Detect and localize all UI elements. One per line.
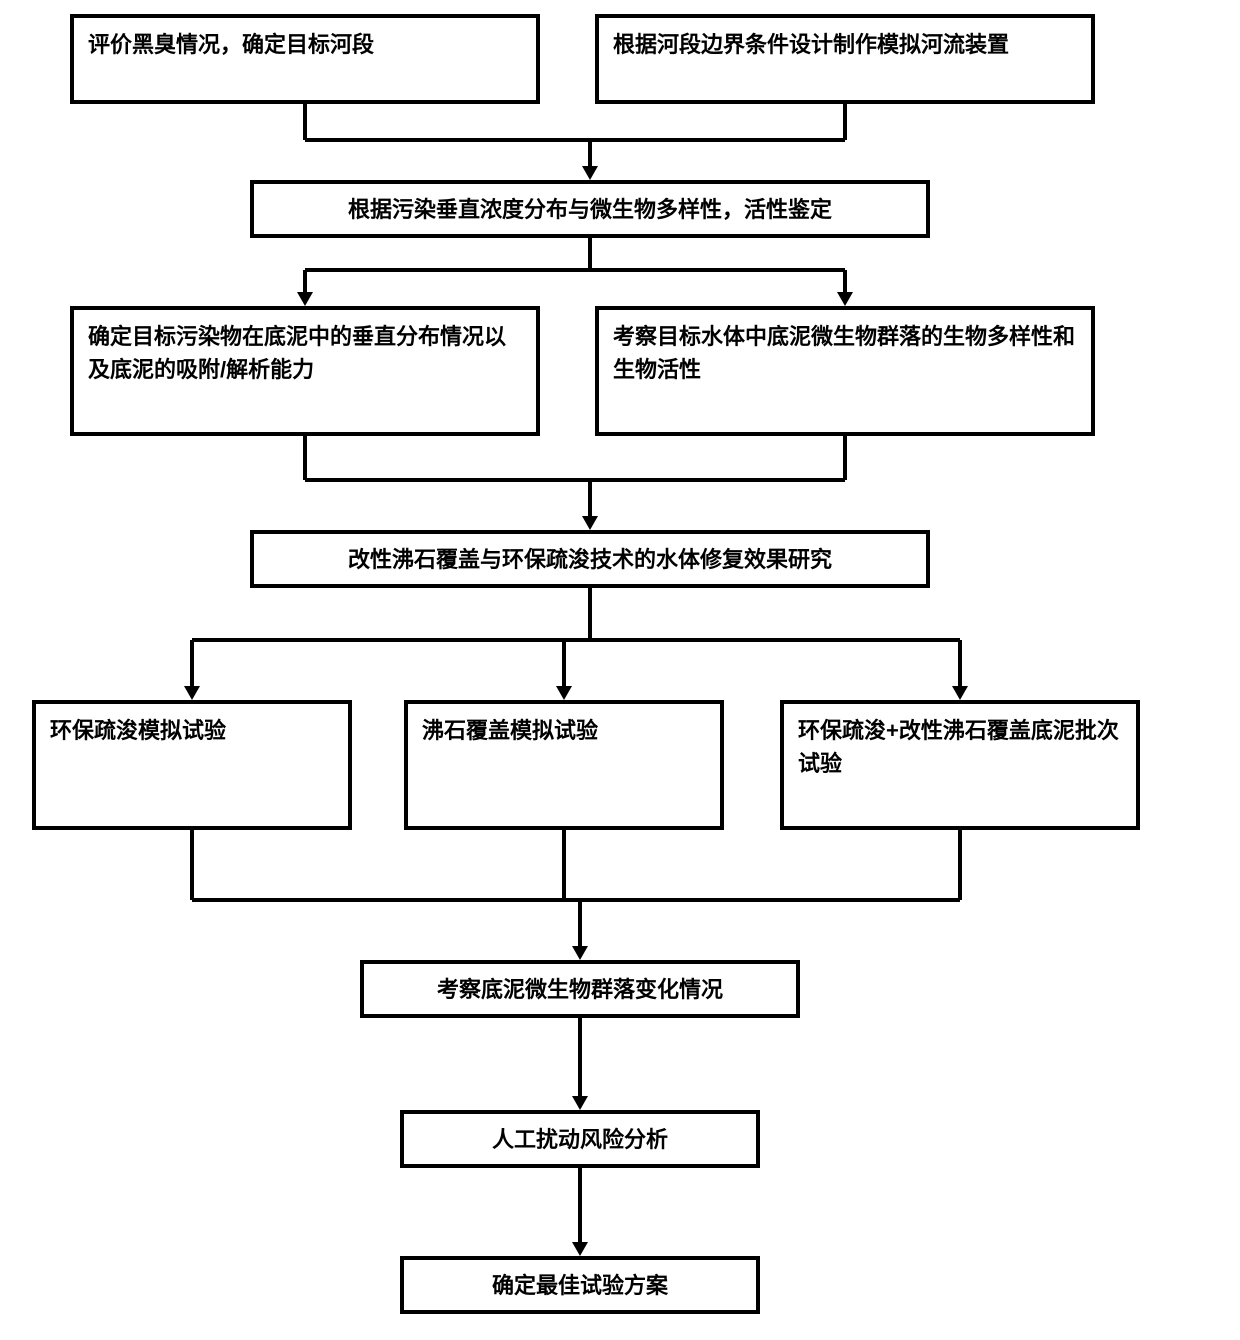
- node-best-scheme: 确定最佳试验方案: [400, 1256, 760, 1314]
- node-pollution-distribution: 根据污染垂直浓度分布与微生物多样性，活性鉴定: [250, 180, 930, 238]
- node-evaluate-black-odor: 评价黑臭情况，确定目标河段: [70, 14, 540, 104]
- node-label: 环保疏浚+改性沸石覆盖底泥批次试验: [798, 714, 1122, 780]
- node-dredging-simulation: 环保疏浚模拟试验: [32, 700, 352, 830]
- node-label: 确定目标污染物在底泥中的垂直分布情况以及底泥的吸附/解析能力: [88, 320, 522, 386]
- node-microbial-change: 考察底泥微生物群落变化情况: [360, 960, 800, 1018]
- node-label: 考察目标水体中底泥微生物群落的生物多样性和生物活性: [613, 320, 1077, 386]
- node-zeolite-dredging-study: 改性沸石覆盖与环保疏浚技术的水体修复效果研究: [250, 530, 930, 588]
- node-label: 沸石覆盖模拟试验: [422, 714, 598, 747]
- node-label: 人工扰动风险分析: [492, 1123, 668, 1156]
- node-label: 确定最佳试验方案: [492, 1269, 668, 1302]
- node-design-simulation-device: 根据河段边界条件设计制作模拟河流装置: [595, 14, 1095, 104]
- node-label: 根据河段边界条件设计制作模拟河流装置: [613, 28, 1009, 61]
- node-label: 考察底泥微生物群落变化情况: [437, 973, 723, 1006]
- node-combined-batch-test: 环保疏浚+改性沸石覆盖底泥批次试验: [780, 700, 1140, 830]
- node-label: 根据污染垂直浓度分布与微生物多样性，活性鉴定: [348, 193, 832, 226]
- node-label: 改性沸石覆盖与环保疏浚技术的水体修复效果研究: [348, 543, 832, 576]
- node-label: 环保疏浚模拟试验: [50, 714, 226, 747]
- node-label: 评价黑臭情况，确定目标河段: [88, 28, 374, 61]
- node-disturbance-risk: 人工扰动风险分析: [400, 1110, 760, 1168]
- node-target-pollutant-distribution: 确定目标污染物在底泥中的垂直分布情况以及底泥的吸附/解析能力: [70, 306, 540, 436]
- node-microbial-diversity: 考察目标水体中底泥微生物群落的生物多样性和生物活性: [595, 306, 1095, 436]
- node-zeolite-simulation: 沸石覆盖模拟试验: [404, 700, 724, 830]
